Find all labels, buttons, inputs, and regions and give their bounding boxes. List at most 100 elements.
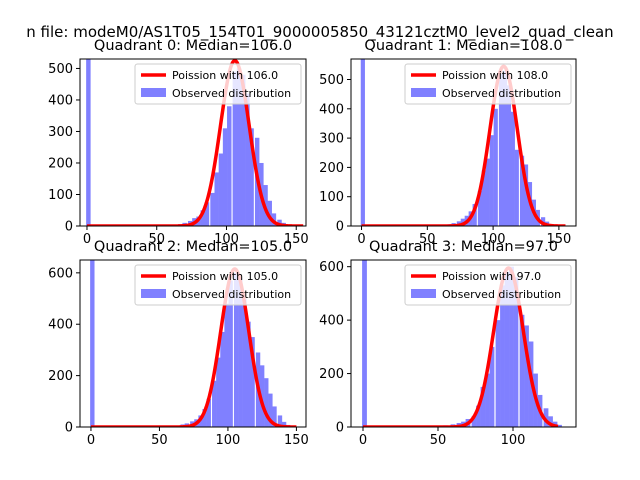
hist-bar — [264, 378, 269, 427]
y-tick-label: 400 — [48, 93, 73, 108]
hist-bar — [281, 421, 287, 427]
x-tick-label: 0 — [357, 232, 365, 247]
hist-bar — [204, 202, 210, 226]
y-tick-label: 100 — [48, 188, 73, 203]
hist-bar — [477, 190, 483, 226]
hist-bar — [267, 200, 272, 226]
legend-hist-label: Observed distribution — [442, 87, 561, 100]
hist-bar — [489, 346, 495, 427]
legend-hist-swatch — [141, 88, 166, 97]
y-tick-label: 300 — [48, 125, 73, 140]
hist-bar — [206, 398, 211, 427]
y-tick-label: 600 — [319, 260, 344, 275]
hist-bar — [513, 277, 519, 427]
x-tick-label: 100 — [216, 433, 241, 448]
legend: Poission with 105.0 Observed distribution — [134, 264, 302, 306]
x-tick-label: 50 — [148, 232, 165, 247]
hist-bar — [360, 59, 365, 226]
hist-bar — [504, 272, 510, 427]
y-tick-label: 400 — [48, 318, 73, 333]
hist-bar — [485, 158, 490, 226]
legend-hist-label: Observed distribution — [172, 87, 291, 100]
hist-bar — [471, 416, 477, 427]
subplot-title: Quadrant 3: Median=97.0 — [369, 239, 558, 255]
legend-fit-label: Poission with 105.0 — [172, 270, 278, 283]
hist-bar — [502, 70, 508, 226]
hist-bar — [362, 260, 367, 427]
hist-bar — [272, 406, 277, 427]
hist-bar — [548, 416, 553, 427]
hist-bar — [498, 73, 504, 226]
x-tick-label: 100 — [481, 232, 506, 247]
legend-fit-label: Poission with 97.0 — [442, 270, 541, 283]
figure-title: n file: modeM0/AS1T05_154T01_9000005850_… — [26, 23, 613, 42]
x-tick-label: 100 — [214, 232, 239, 247]
hist-bar — [86, 59, 91, 226]
subplot-title: Quadrant 0: Median=106.0 — [94, 38, 292, 54]
hist-bar — [493, 108, 498, 226]
x-tick-label: 0 — [83, 232, 91, 247]
hist-bar — [472, 204, 477, 226]
x-tick-label: 50 — [151, 433, 168, 448]
hist-bar — [240, 74, 246, 226]
hist-bar — [220, 331, 225, 427]
legend-box — [404, 264, 572, 306]
hist-bar — [259, 365, 265, 427]
hist-bar — [277, 219, 282, 226]
hist-bar — [543, 408, 549, 427]
hist-bar — [233, 272, 239, 427]
legend-hist-swatch — [411, 289, 436, 298]
x-tick-label: 150 — [546, 232, 571, 247]
hist-bar — [232, 71, 238, 226]
y-tick-label: 200 — [48, 369, 73, 384]
y-tick-label: 0 — [65, 421, 73, 436]
hist-bar — [238, 277, 243, 427]
x-tick-label: 150 — [284, 232, 309, 247]
y-tick-label: 0 — [336, 220, 344, 235]
legend-fit-label: Poission with 106.0 — [172, 69, 278, 82]
hist-bar — [227, 106, 232, 226]
hist-bar — [224, 303, 229, 427]
hist-bar — [523, 164, 529, 226]
x-tick-label: 50 — [430, 433, 447, 448]
poisson-fit-line — [89, 267, 298, 427]
subplot-quadrant-1: 0 50 100 150 0 100 200 300 400 500 Quadrant 1: Med… — [319, 38, 577, 247]
subplot-title: Quadrant 1: Median=108.0 — [364, 38, 562, 54]
hist-bar — [495, 320, 501, 427]
legend-box — [134, 264, 302, 306]
hist-bar — [519, 155, 525, 226]
x-tick-label: 0 — [359, 433, 367, 448]
axes-frame — [350, 259, 577, 428]
hist-bar — [506, 85, 511, 226]
hist-bar — [500, 285, 505, 427]
y-tick-label: 500 — [48, 62, 73, 77]
hist-bar — [242, 298, 247, 427]
y-tick-label: 400 — [319, 314, 344, 329]
hist-bar — [202, 409, 207, 427]
legend: Poission with 106.0 Observed distribution — [134, 63, 302, 105]
hist-bar — [212, 380, 217, 427]
hist-bar — [228, 280, 233, 427]
axes-frame — [79, 259, 307, 428]
legend-box — [134, 63, 302, 105]
hist-bar — [519, 314, 525, 427]
hist-bar — [216, 357, 221, 427]
legend: Poission with 97.0 Observed distribution — [404, 264, 572, 306]
legend: Poission with 108.0 Observed distribution — [404, 63, 572, 105]
hist-bar — [236, 68, 242, 226]
hist-bar — [90, 260, 95, 427]
hist-bar — [557, 424, 562, 427]
legend-fit-label: Poission with 108.0 — [442, 69, 548, 82]
poisson-fit-line — [85, 59, 305, 226]
hist-bar — [524, 325, 529, 427]
hist-bar — [510, 111, 515, 226]
hist-bar — [476, 405, 481, 427]
y-tick-label: 600 — [48, 266, 73, 281]
subplot-title: Quadrant 2: Median=105.0 — [94, 239, 292, 255]
y-tick-label: 200 — [48, 156, 73, 171]
hist-bar — [489, 135, 494, 226]
x-tick-label: 50 — [419, 232, 436, 247]
y-tick-label: 200 — [319, 367, 344, 382]
y-tick-label: 0 — [336, 421, 344, 436]
